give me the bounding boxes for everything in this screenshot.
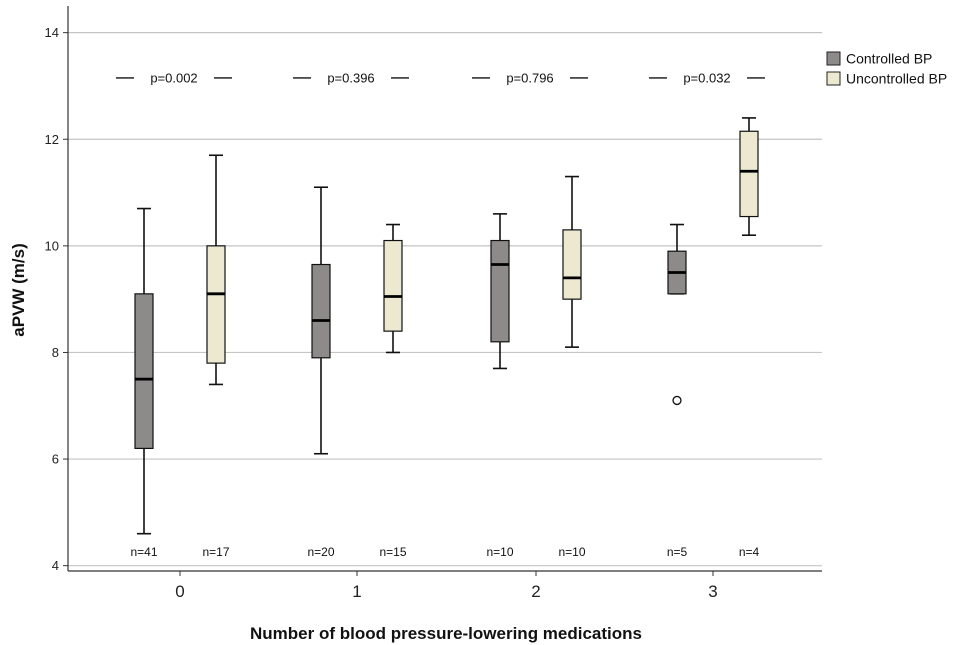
p-value-annotation: p=0.032	[649, 70, 765, 85]
outlier-point	[672, 395, 682, 406]
p-value-annotations: p=0.002 p=0.396 p=0.796 p=0.032	[116, 70, 765, 85]
iqr-box	[490, 239, 510, 343]
axes	[67, 6, 822, 572]
legend: Controlled BP Uncontrolled BP	[826, 51, 947, 87]
legend-swatch-uncontrolled	[826, 71, 841, 86]
box-controlled-2	[490, 213, 510, 370]
p-value-annotation: p=0.796	[472, 70, 588, 85]
p-value-text: p=0.396	[327, 70, 374, 85]
iqr-box	[383, 239, 403, 332]
iqr-box	[206, 245, 226, 364]
x-tick-label: 0	[175, 582, 184, 601]
p-value-annotation: p=0.396	[293, 70, 409, 85]
y-tick-label: 8	[52, 345, 59, 360]
p-value-text: p=0.002	[150, 70, 197, 85]
box-uncontrolled-3	[739, 117, 759, 236]
box-controlled-0	[134, 207, 154, 535]
box-controlled-3	[667, 223, 687, 406]
x-axis-title: Number of blood pressure-lowering medica…	[250, 624, 642, 643]
y-tick-label: 14	[45, 25, 59, 40]
y-tick-label: 6	[52, 452, 59, 467]
gridlines	[63, 32, 822, 567]
y-tick-label: 4	[52, 558, 59, 573]
legend-swatch-controlled	[826, 51, 841, 66]
n-label: n=41	[130, 545, 157, 559]
n-label: n=4	[739, 545, 760, 559]
legend-label-controlled: Controlled BP	[846, 51, 932, 67]
p-value-annotation: p=0.002	[116, 70, 232, 85]
n-label: n=10	[486, 545, 513, 559]
n-label: n=15	[379, 545, 406, 559]
y-tick-label: 12	[45, 132, 59, 147]
y-tick-labels: 4 6 8 10 12 14	[45, 25, 59, 573]
x-tick-label: 1	[352, 582, 361, 601]
sample-size-labels: n=41 n=20 n=10 n=5 n=17 n=15 n=10 n=4	[130, 545, 759, 559]
iqr-box	[562, 229, 582, 300]
n-label: n=20	[307, 545, 334, 559]
iqr-box	[134, 293, 154, 450]
iqr-box	[311, 263, 331, 359]
x-tick-labels: 0 1 2 3	[175, 571, 718, 601]
legend-label-uncontrolled: Uncontrolled BP	[846, 71, 947, 87]
x-tick-label: 2	[531, 582, 540, 601]
n-label: n=5	[667, 545, 688, 559]
n-label: n=10	[558, 545, 585, 559]
n-label: n=17	[202, 545, 229, 559]
y-axis-title: aPVW (m/s)	[9, 243, 28, 337]
box-uncontrolled-2	[562, 175, 582, 348]
box-controlled-1	[311, 186, 331, 455]
box-uncontrolled-1	[383, 223, 403, 354]
boxes	[134, 117, 759, 535]
x-tick-label: 3	[708, 582, 717, 601]
box-uncontrolled-0	[206, 154, 226, 386]
p-value-text: p=0.032	[683, 70, 730, 85]
p-value-text: p=0.796	[506, 70, 553, 85]
y-tick-label: 10	[45, 238, 59, 253]
iqr-box	[739, 130, 759, 218]
